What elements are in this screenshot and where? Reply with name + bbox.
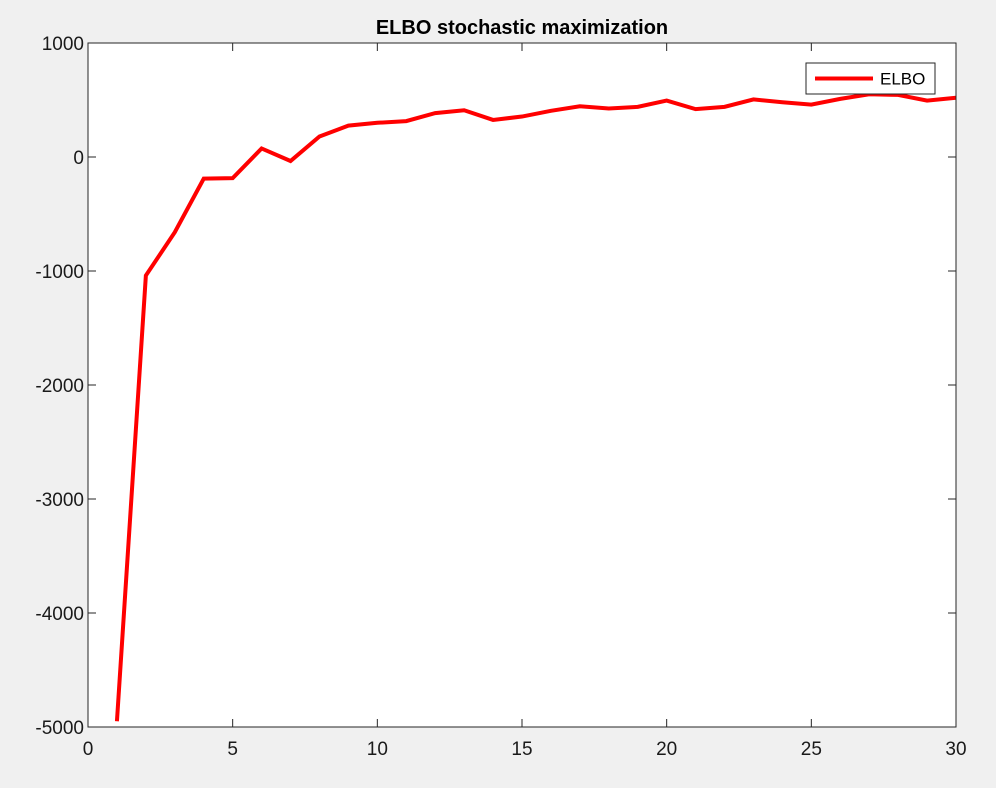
x-tick-label: 25 [801, 739, 822, 760]
y-tick-label: -5000 [35, 718, 84, 739]
x-tick-label: 0 [83, 739, 94, 760]
plot-border [87, 42, 957, 728]
x-tick-label: 15 [511, 739, 532, 760]
series-line-elbo [114, 92, 957, 722]
y-axis: -5000 -4000 -3000 -2000 -1000 0 1000 [35, 34, 956, 739]
x-tick-label: 20 [656, 739, 677, 760]
x-tick-label: 5 [227, 739, 238, 760]
y-tick-label: -3000 [35, 490, 84, 511]
y-tick-label: -1000 [35, 262, 84, 283]
x-tick-label: 30 [945, 739, 966, 760]
x-axis: 0 5 10 15 20 25 30 [83, 43, 967, 760]
y-tick-label: -4000 [35, 604, 84, 625]
legend-label: ELBO [880, 70, 925, 89]
y-tick-label: 0 [73, 148, 84, 169]
series-layer [114, 92, 957, 722]
y-tick-label: 1000 [42, 34, 84, 55]
x-tick-label: 10 [367, 739, 388, 760]
y-tick-label: -2000 [35, 376, 84, 397]
chart-title: ELBO stochastic maximization [376, 17, 668, 39]
plot-area [88, 43, 956, 727]
legend: ELBO [805, 62, 936, 95]
